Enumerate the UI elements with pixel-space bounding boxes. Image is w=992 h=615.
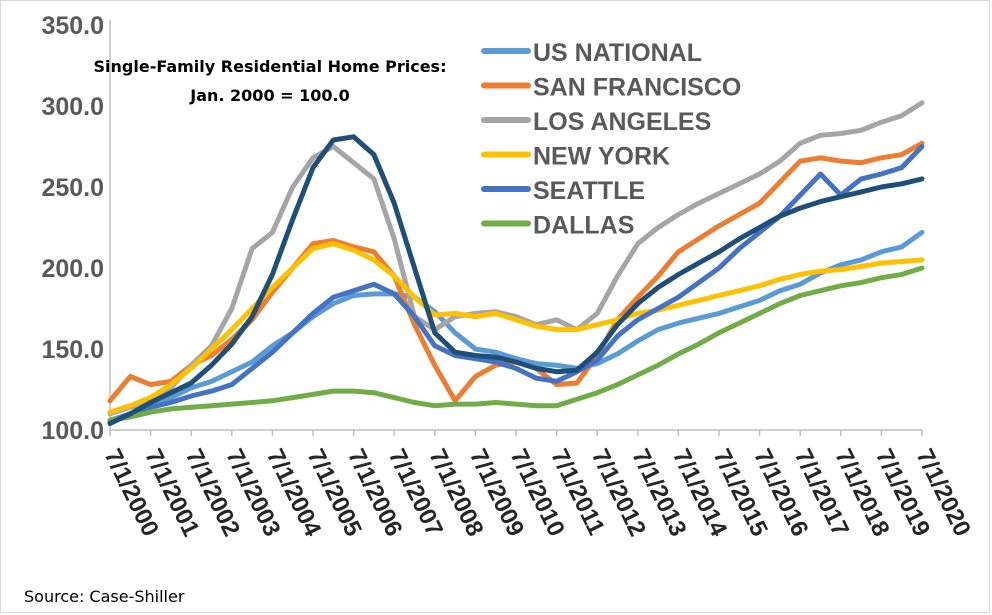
y-axis-ticks: 100.0 150.0 200.0 250.0 300.0 350.0 — [41, 12, 104, 445]
series-line-unlabeled — [107, 134, 925, 426]
y-tick-label: 200.0 — [41, 255, 104, 283]
y-tick-label: 300.0 — [41, 93, 104, 121]
legend-label: US NATIONAL — [533, 39, 702, 67]
y-tick-label: 100.0 — [41, 417, 104, 445]
legend-label: SAN FRANCISCO — [533, 74, 741, 102]
legend-label: SEATTLE — [533, 177, 645, 205]
series-line-seattle — [107, 144, 925, 425]
series-line-dallas — [107, 265, 925, 423]
series-line-new-york — [107, 241, 925, 415]
series-lines — [107, 100, 925, 426]
y-tick-label: 350.0 — [41, 12, 104, 40]
series-line-los-angeles — [107, 100, 925, 417]
series-line-us-national — [107, 229, 925, 423]
legend-label: NEW YORK — [533, 143, 670, 171]
x-axis-ticks: 7/1/20007/1/20017/1/20027/1/20037/1/2004… — [99, 430, 976, 541]
legend-label: DALLAS — [533, 212, 634, 240]
y-tick-label: 250.0 — [41, 174, 104, 202]
chart-title: Single-Family Residential Home Prices: — [94, 57, 447, 76]
source-note: Source: Case-Shiller — [24, 587, 185, 606]
legend-label: LOS ANGELES — [533, 108, 711, 136]
legend: US NATIONAL SAN FRANCISCO LOS ANGELES NEW Y… — [481, 39, 741, 240]
chart-subtitle: Jan. 2000 = 100.0 — [189, 86, 349, 105]
y-tick-label: 150.0 — [41, 336, 104, 364]
